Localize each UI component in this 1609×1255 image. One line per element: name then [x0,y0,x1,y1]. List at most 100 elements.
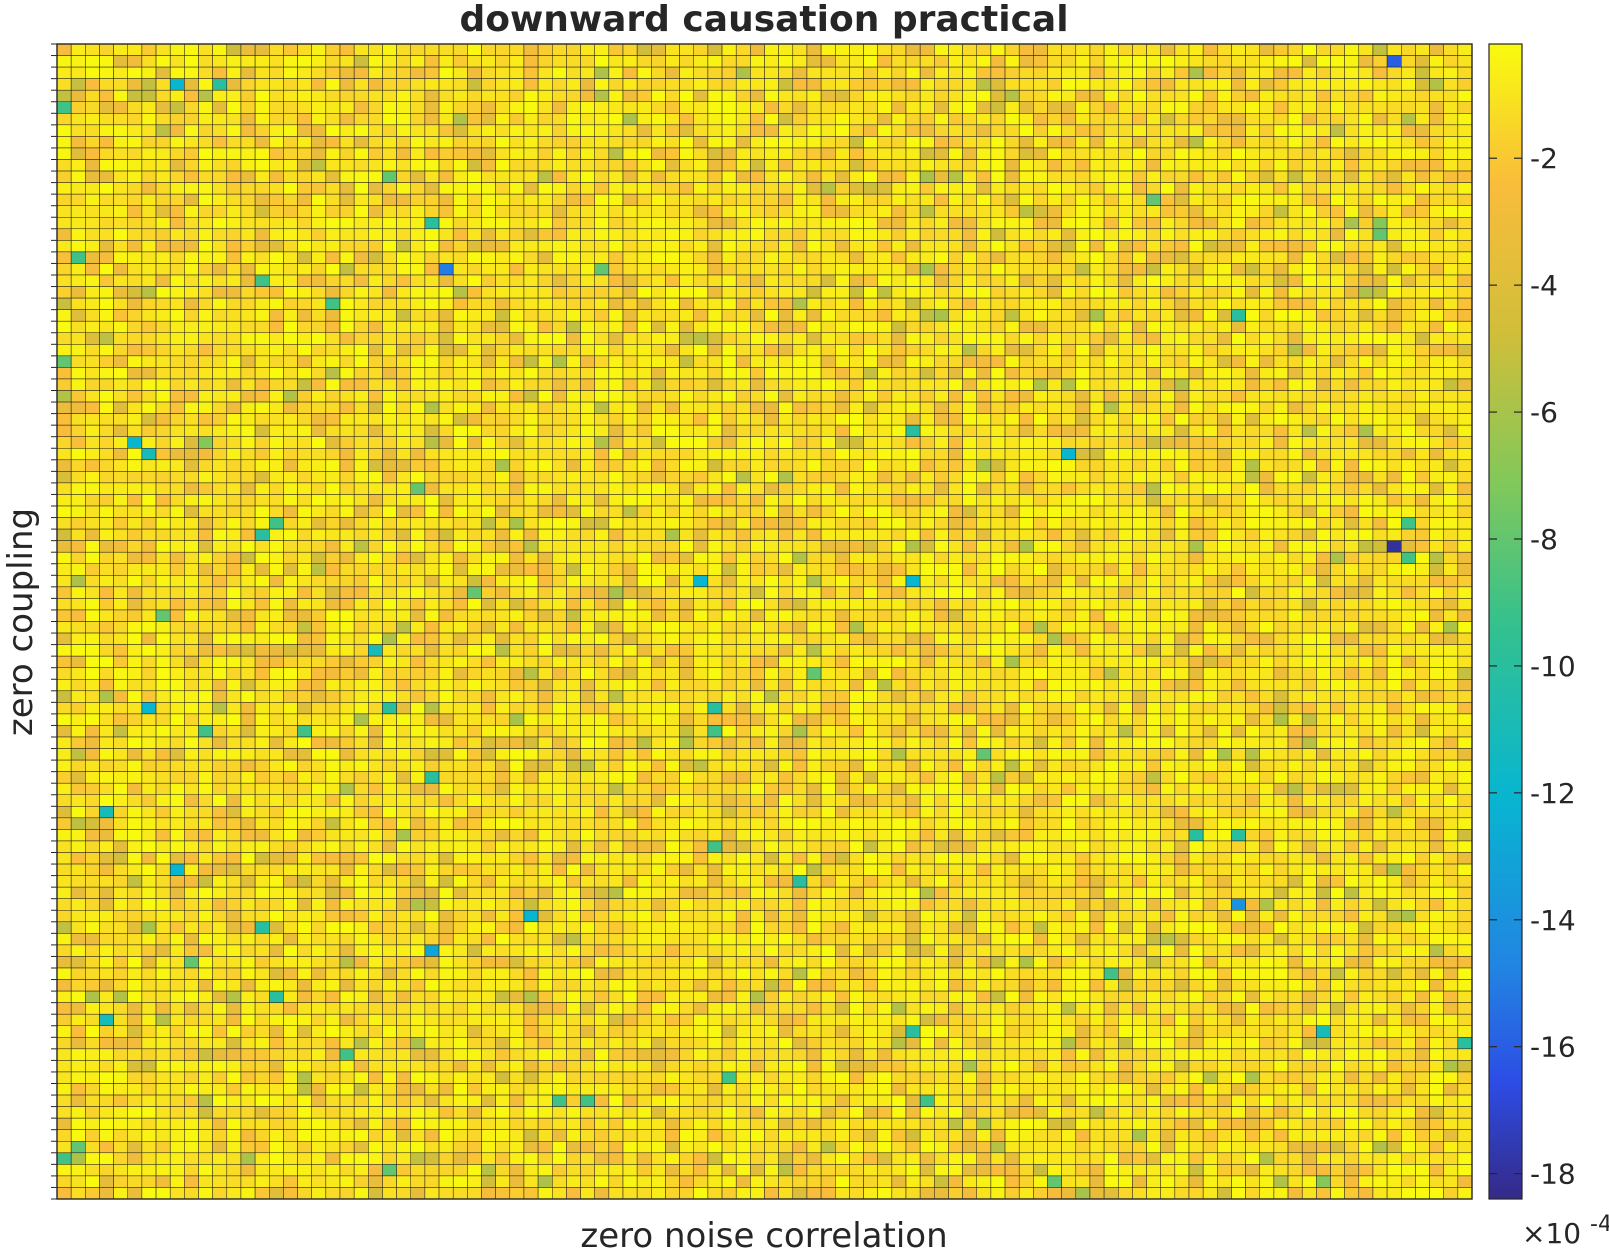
heatmap-cell [1202,598,1218,611]
heatmap-cell [580,517,595,530]
heatmap-cell [835,609,850,622]
heatmap-cell [594,528,610,541]
heatmap-cell [438,170,454,183]
heatmap-cell [495,113,511,126]
heatmap-cell [778,240,794,253]
heatmap-cell [198,263,213,276]
heatmap-cell [764,55,779,68]
heatmap-cell [269,182,284,195]
heatmap-cell [1061,563,1077,576]
heatmap-cell [1061,182,1077,195]
heatmap-cell [750,43,765,56]
heatmap-cell [891,551,907,565]
heatmap-cell [1358,424,1374,437]
heatmap-cell [382,147,397,160]
heatmap-cell [382,517,397,530]
heatmap-cell [169,205,185,218]
heatmap-cell [1089,517,1105,530]
heatmap-cell [934,217,949,230]
heatmap-cell [127,170,143,183]
heatmap-cell [552,528,567,541]
heatmap-cell [778,274,794,287]
heatmap-cell [707,367,723,380]
heatmap-cell [382,182,397,195]
heatmap-cell [1033,413,1048,426]
heatmap-cell [113,89,128,102]
heatmap-cell [155,424,171,437]
heatmap-cell [594,147,610,160]
heatmap-cell [877,113,893,126]
heatmap-cell [1386,251,1402,264]
heatmap-cell [1273,344,1289,357]
heatmap-cell [693,586,709,599]
heatmap-cell [99,448,114,461]
heatmap-cell [1401,309,1416,322]
heatmap-cell [226,286,242,299]
heatmap-cell [1146,401,1161,414]
heatmap-cell [1443,228,1459,241]
heatmap-cell [1301,297,1317,310]
heatmap-cell [297,586,312,599]
heatmap-cell [891,101,907,114]
heatmap-cell [792,78,808,91]
heatmap-cell [594,228,610,241]
heatmap-cell [467,367,482,380]
heatmap-cell [820,563,836,576]
heatmap-cell [1330,551,1345,565]
heatmap-cell [1018,78,1034,91]
heatmap-cell [778,43,794,56]
heatmap-cell [735,205,751,218]
heatmap-cell [141,367,157,380]
heatmap-cell [792,482,808,495]
heatmap-cell [849,113,864,126]
heatmap-cell [891,586,907,599]
heatmap-cell [735,251,751,264]
heatmap-cell [1174,147,1190,160]
heatmap-cell [919,344,935,357]
heatmap-cell [141,482,157,495]
heatmap-cell [764,413,779,426]
heatmap-cell [651,517,666,530]
heatmap-cell [70,159,86,172]
heatmap-cell [382,540,397,553]
heatmap-cell [382,170,397,183]
heatmap-cell [467,482,482,495]
heatmap-cell [1231,401,1246,414]
heatmap-cell [438,551,454,565]
heatmap-cell [934,297,949,310]
heatmap-cell [1188,459,1204,472]
heatmap-cell [523,413,539,426]
heatmap-cell [1415,448,1430,461]
heatmap-cell [962,575,977,588]
heatmap-cell [1330,598,1345,611]
heatmap-cell [636,170,652,183]
heatmap-cell [269,459,284,472]
heatmap-cell [919,320,935,334]
heatmap-cell [863,459,878,472]
heatmap-cell [1174,320,1190,334]
heatmap-cell [962,297,977,310]
heatmap-cell [1372,494,1388,507]
heatmap-cell [566,413,581,426]
heatmap-cell [1202,170,1218,183]
heatmap-cell [495,551,511,565]
heatmap-cell [877,355,893,368]
heatmap-cell [198,228,213,241]
heatmap-cell [325,286,341,299]
heatmap-cell [1372,309,1388,322]
heatmap-cell [467,332,482,345]
heatmap-cell [1118,482,1133,495]
heatmap-cell [721,320,737,334]
heatmap-cell [1457,598,1473,611]
heatmap-cell [1047,159,1062,172]
heatmap-cell [452,147,468,160]
heatmap-cell [438,274,454,287]
heatmap-cell [721,193,737,206]
heatmap-cell [1033,424,1048,437]
heatmap-cell [212,448,228,461]
heatmap-cell [212,263,228,276]
heatmap-cell [226,482,242,495]
heatmap-cell [537,344,553,357]
heatmap-cell [297,286,312,299]
heatmap-cell [919,309,935,322]
